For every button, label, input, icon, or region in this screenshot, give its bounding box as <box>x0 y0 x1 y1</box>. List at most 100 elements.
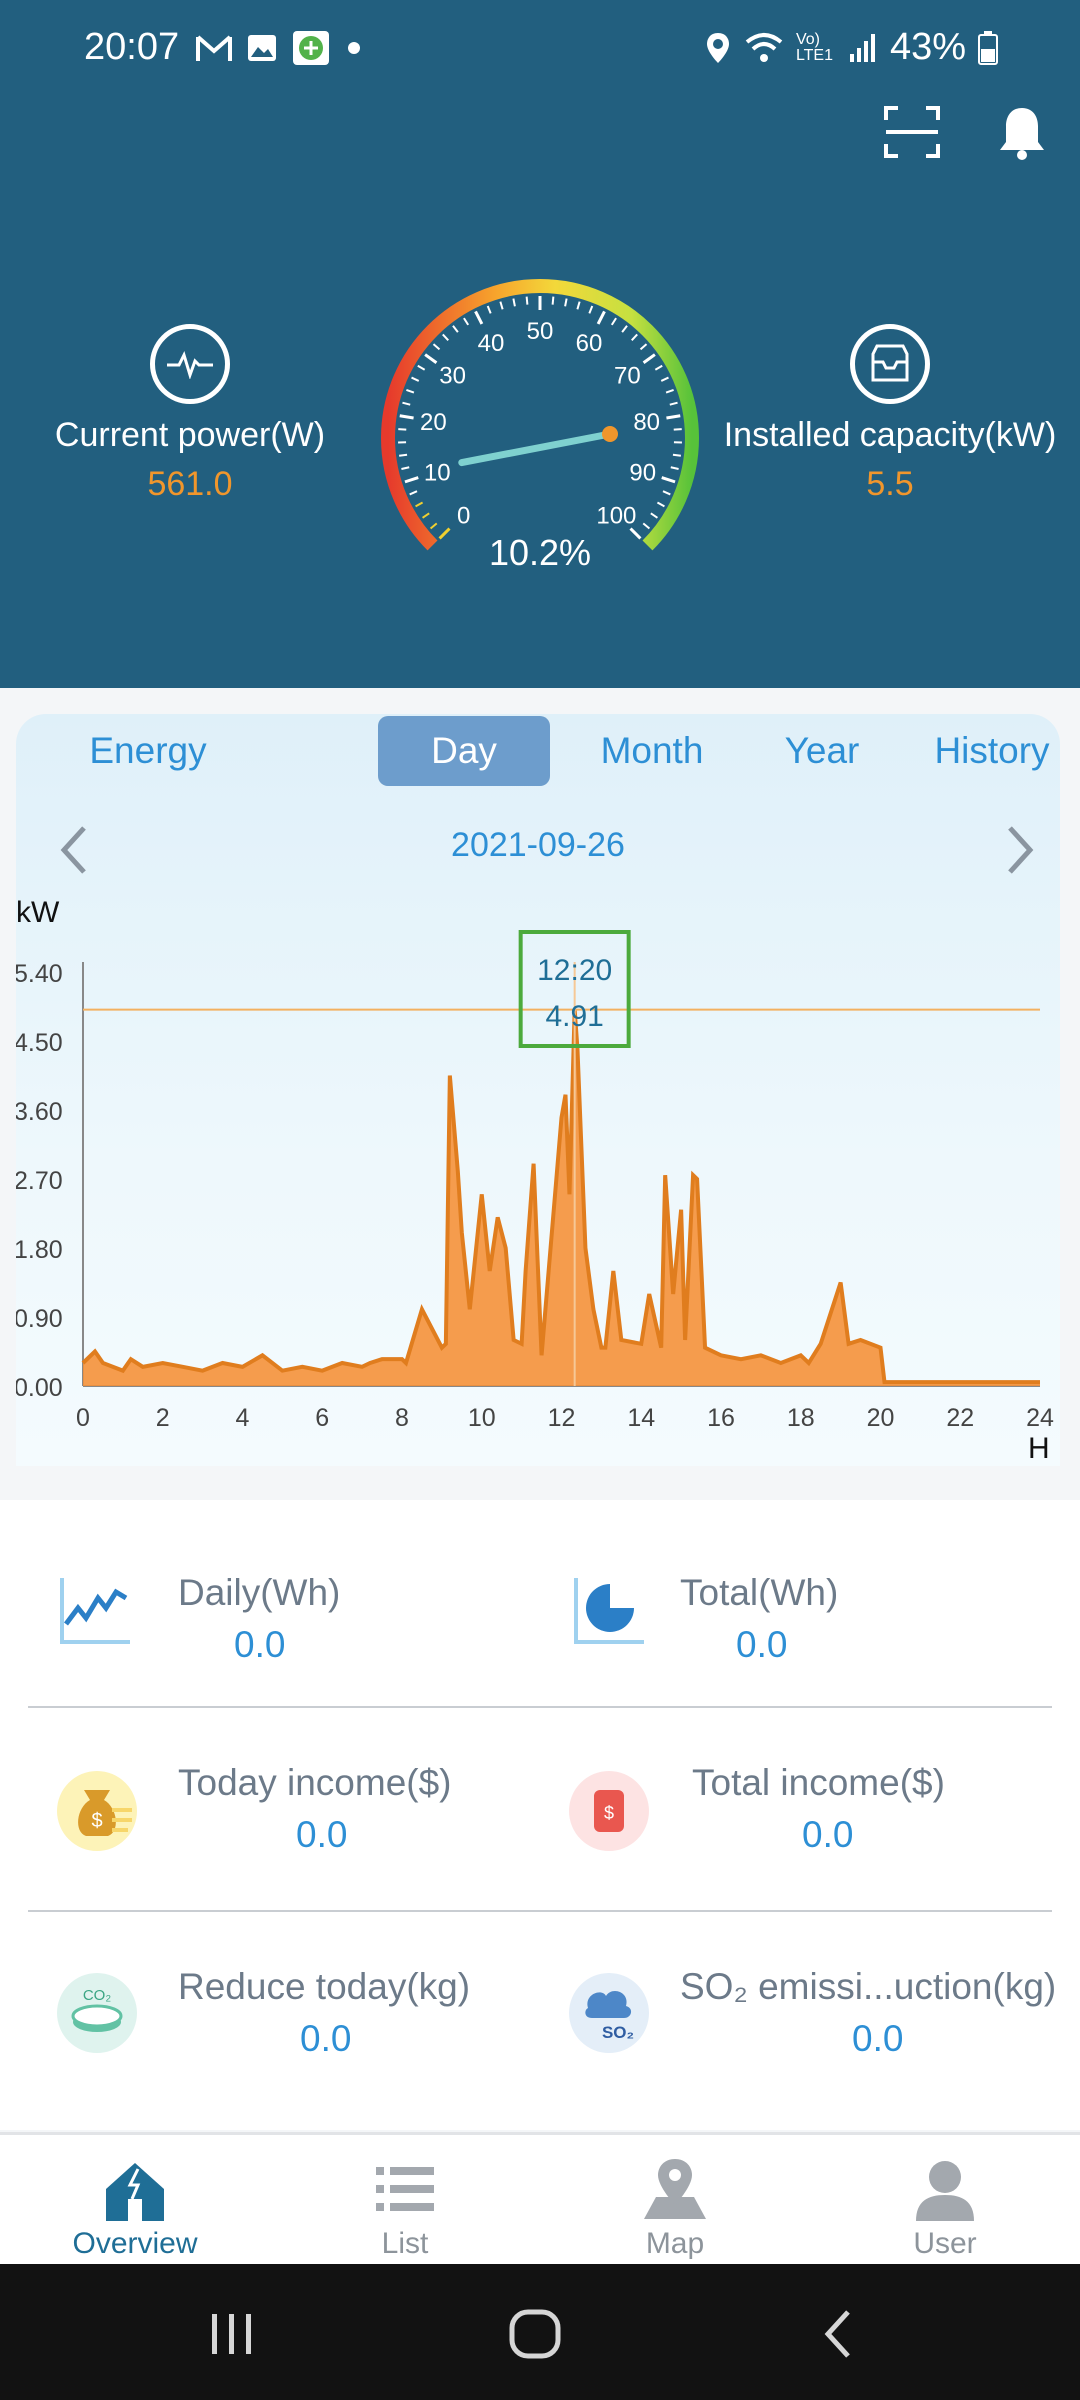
total-income-label: Total income($) <box>692 1762 945 1803</box>
y-axis-unit-label: kW <box>16 896 60 929</box>
gauge-tick <box>401 466 410 470</box>
daily-value: 0.0 <box>234 1624 286 1665</box>
gauge-tick <box>398 453 408 457</box>
y-tick-label: 2.70 <box>16 1167 63 1195</box>
gauge-tick-label: 0 <box>457 502 470 529</box>
list-icon <box>376 2167 434 2211</box>
stats-area: Daily(Wh) 0.0 Total(Wh) 0.0 $ Today inco… <box>0 1500 1080 2130</box>
nav-overview[interactable]: Overview <box>0 2135 270 2267</box>
home-button-icon[interactable] <box>506 2304 566 2364</box>
gallery-icon <box>248 35 276 61</box>
x-tick-label: 14 <box>627 1404 655 1432</box>
x-tick-label: 16 <box>707 1404 735 1432</box>
gauge-needle <box>458 430 614 467</box>
nav-map[interactable]: Map <box>540 2135 810 2267</box>
gauge-tick <box>669 401 678 406</box>
tooltip-box <box>518 930 631 1048</box>
gauge-tick <box>438 527 451 540</box>
gauge-percent-text: 10.2% <box>489 532 591 573</box>
nav-overview-label: Overview <box>72 2227 198 2260</box>
back-icon[interactable] <box>810 2304 870 2364</box>
system-navigation-bar <box>0 2264 1080 2400</box>
tooltip-value: 4.91 <box>545 1000 603 1033</box>
scan-icon[interactable] <box>882 102 942 162</box>
gauge-tick-label: 90 <box>629 459 656 486</box>
x-tick-label: 22 <box>946 1404 974 1432</box>
gauge-tick <box>665 388 674 394</box>
tab-energy[interactable]: Energy <box>89 730 207 771</box>
svg-text:$: $ <box>604 1803 614 1823</box>
x-tick-label: 10 <box>468 1404 496 1432</box>
reduce-today-value: 0.0 <box>300 2018 352 2059</box>
tab-history[interactable]: History <box>934 730 1050 771</box>
tab-month[interactable]: Month <box>600 730 704 771</box>
svg-text:CO₂: CO₂ <box>83 1987 112 2004</box>
nav-list-label: List <box>381 2227 429 2260</box>
gauge-tick <box>486 305 492 314</box>
recent-apps-icon[interactable] <box>202 2304 262 2364</box>
gauge-tick <box>432 343 441 351</box>
solar-app-icon <box>293 31 329 65</box>
gauge-tick <box>656 501 665 508</box>
nav-list[interactable]: List <box>270 2135 540 2267</box>
current-power-block: Current power(W) 561.0 <box>20 324 360 504</box>
so2-cloud-icon: SO₂ <box>569 1973 649 2053</box>
gauge-tick-label: 20 <box>420 409 447 436</box>
installed-capacity-label: Installed capacity(kW) <box>723 416 1057 454</box>
gauge-tick <box>415 501 424 508</box>
gauge-tick <box>421 512 430 519</box>
series-line <box>81 1009 1040 1385</box>
gauge-tick <box>409 490 418 496</box>
daily-label: Daily(Wh) <box>178 1572 341 1613</box>
y-tick-label: 0.90 <box>16 1305 63 1333</box>
x-tick-label: 2 <box>156 1404 170 1432</box>
gauge-tick <box>429 522 438 530</box>
gauge-tick <box>661 476 676 484</box>
reduce-today-label: Reduce today(kg) <box>178 1966 471 2007</box>
gauge-tick <box>642 522 651 530</box>
gauge-tick <box>499 301 504 310</box>
y-tick-label: 3.60 <box>16 1098 63 1126</box>
capacity-box-icon <box>850 324 930 404</box>
map-pin-icon <box>644 2159 706 2219</box>
nav-user-label: User <box>913 2227 977 2260</box>
gauge-tick <box>404 476 419 484</box>
status-bar: 20:07 Vo) LTE1 43% <box>0 0 1080 96</box>
total-income-value: 0.0 <box>802 1814 854 1855</box>
gauge-tick-label: 50 <box>527 318 554 345</box>
gauge-tick <box>672 453 682 457</box>
gauge-tick <box>525 296 529 305</box>
notification-icons <box>196 30 364 66</box>
gauge-tick <box>474 310 484 325</box>
selected-date[interactable]: 2021-09-26 <box>451 826 625 864</box>
gauge-tick <box>673 428 682 431</box>
gauge-tick-label: 100 <box>596 502 636 529</box>
svg-text:SO₂: SO₂ <box>602 2023 634 2042</box>
today-income-value: 0.0 <box>296 1814 348 1855</box>
gauge-tick <box>631 333 638 342</box>
trend-chart-icon <box>60 1578 130 1644</box>
gauge-tick-label: 70 <box>614 363 641 390</box>
gauge-tick <box>406 388 415 394</box>
gauge-tick <box>621 325 628 333</box>
overview-house-icon <box>106 2163 164 2221</box>
power-gauge: 010 20 30 40 50 60 70 80 90 100 10.2% <box>381 279 699 573</box>
gauge-tick <box>588 305 594 314</box>
tab-year[interactable]: Year <box>784 730 860 771</box>
gauge-tick <box>650 512 659 519</box>
chevron-right-icon[interactable] <box>994 822 1044 878</box>
tab-day[interactable]: Day <box>378 716 550 786</box>
bell-icon[interactable] <box>992 102 1052 162</box>
today-income-label: Today income($) <box>178 1762 452 1803</box>
x-tick-label: 6 <box>315 1404 329 1432</box>
header-panel: 20:07 Vo) LTE1 43% Current power(W) 561.… <box>0 0 1080 688</box>
chart-card: Energy Day Month Year History 2021-09-26… <box>16 714 1060 1466</box>
x-tick-label: 4 <box>236 1404 250 1432</box>
network-type: Vo) LTE1 <box>795 30 833 64</box>
nav-user[interactable]: User <box>810 2135 1080 2267</box>
battery-percent: 43% <box>889 26 966 68</box>
gauge-tick <box>551 296 555 305</box>
current-power-value: 561.0 <box>147 465 233 503</box>
chevron-left-icon[interactable] <box>50 822 100 878</box>
